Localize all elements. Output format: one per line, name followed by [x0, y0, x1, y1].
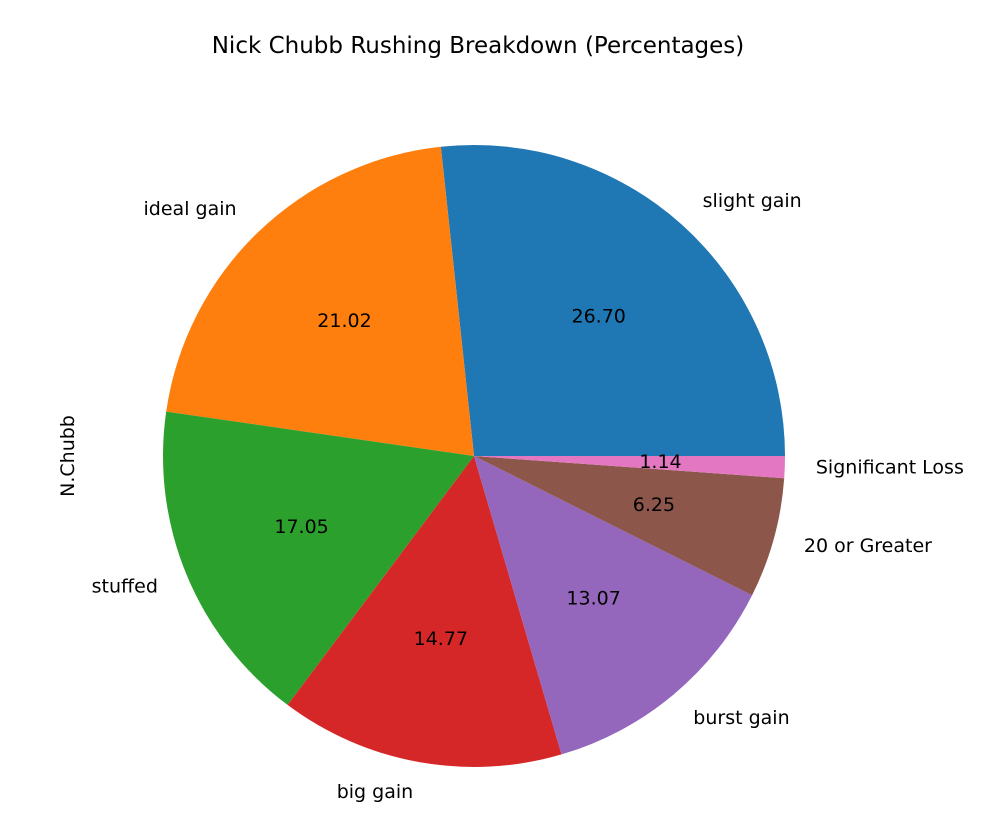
- slice-value-significant-loss: 1.14: [639, 451, 681, 473]
- slice-label-20-or-greater: 20 or Greater: [804, 535, 932, 557]
- slice-value-20-or-greater: 6.25: [633, 494, 675, 516]
- pie-slice-burst-gain: [474, 456, 753, 755]
- y-axis-label: N.Chubb: [57, 415, 79, 497]
- pie-slice-20-or-greater: [474, 456, 785, 596]
- slice-value-burst-gain: 13.07: [566, 588, 620, 610]
- slice-label-stuffed: stuffed: [92, 575, 158, 597]
- slice-value-ideal-gain: 21.02: [317, 310, 371, 332]
- pie-slice-stuffed: [163, 411, 475, 705]
- slice-value-slight-gain: 26.70: [572, 306, 626, 328]
- chart-title: Nick Chubb Rushing Breakdown (Percentage…: [212, 33, 745, 59]
- pie-slice-slight-gain: [440, 145, 785, 456]
- slice-value-stuffed: 17.05: [274, 516, 328, 538]
- pie-slice-significant-loss: [474, 456, 785, 479]
- pie-slice-big-gain: [287, 456, 562, 767]
- slice-label-slight-gain: slight gain: [703, 190, 802, 212]
- slice-label-big-gain: big gain: [337, 781, 413, 803]
- slice-label-burst-gain: burst gain: [693, 707, 789, 729]
- slice-value-big-gain: 14.77: [414, 628, 468, 650]
- slice-label-significant-loss: Significant Loss: [816, 457, 964, 479]
- pie-slices: [163, 145, 785, 767]
- slice-label-ideal-gain: ideal gain: [144, 198, 237, 220]
- pie-labels: slight gain 26.70 ideal gain 21.02 stuffed 17…: [92, 190, 964, 803]
- pie-slice-ideal-gain: [166, 146, 474, 456]
